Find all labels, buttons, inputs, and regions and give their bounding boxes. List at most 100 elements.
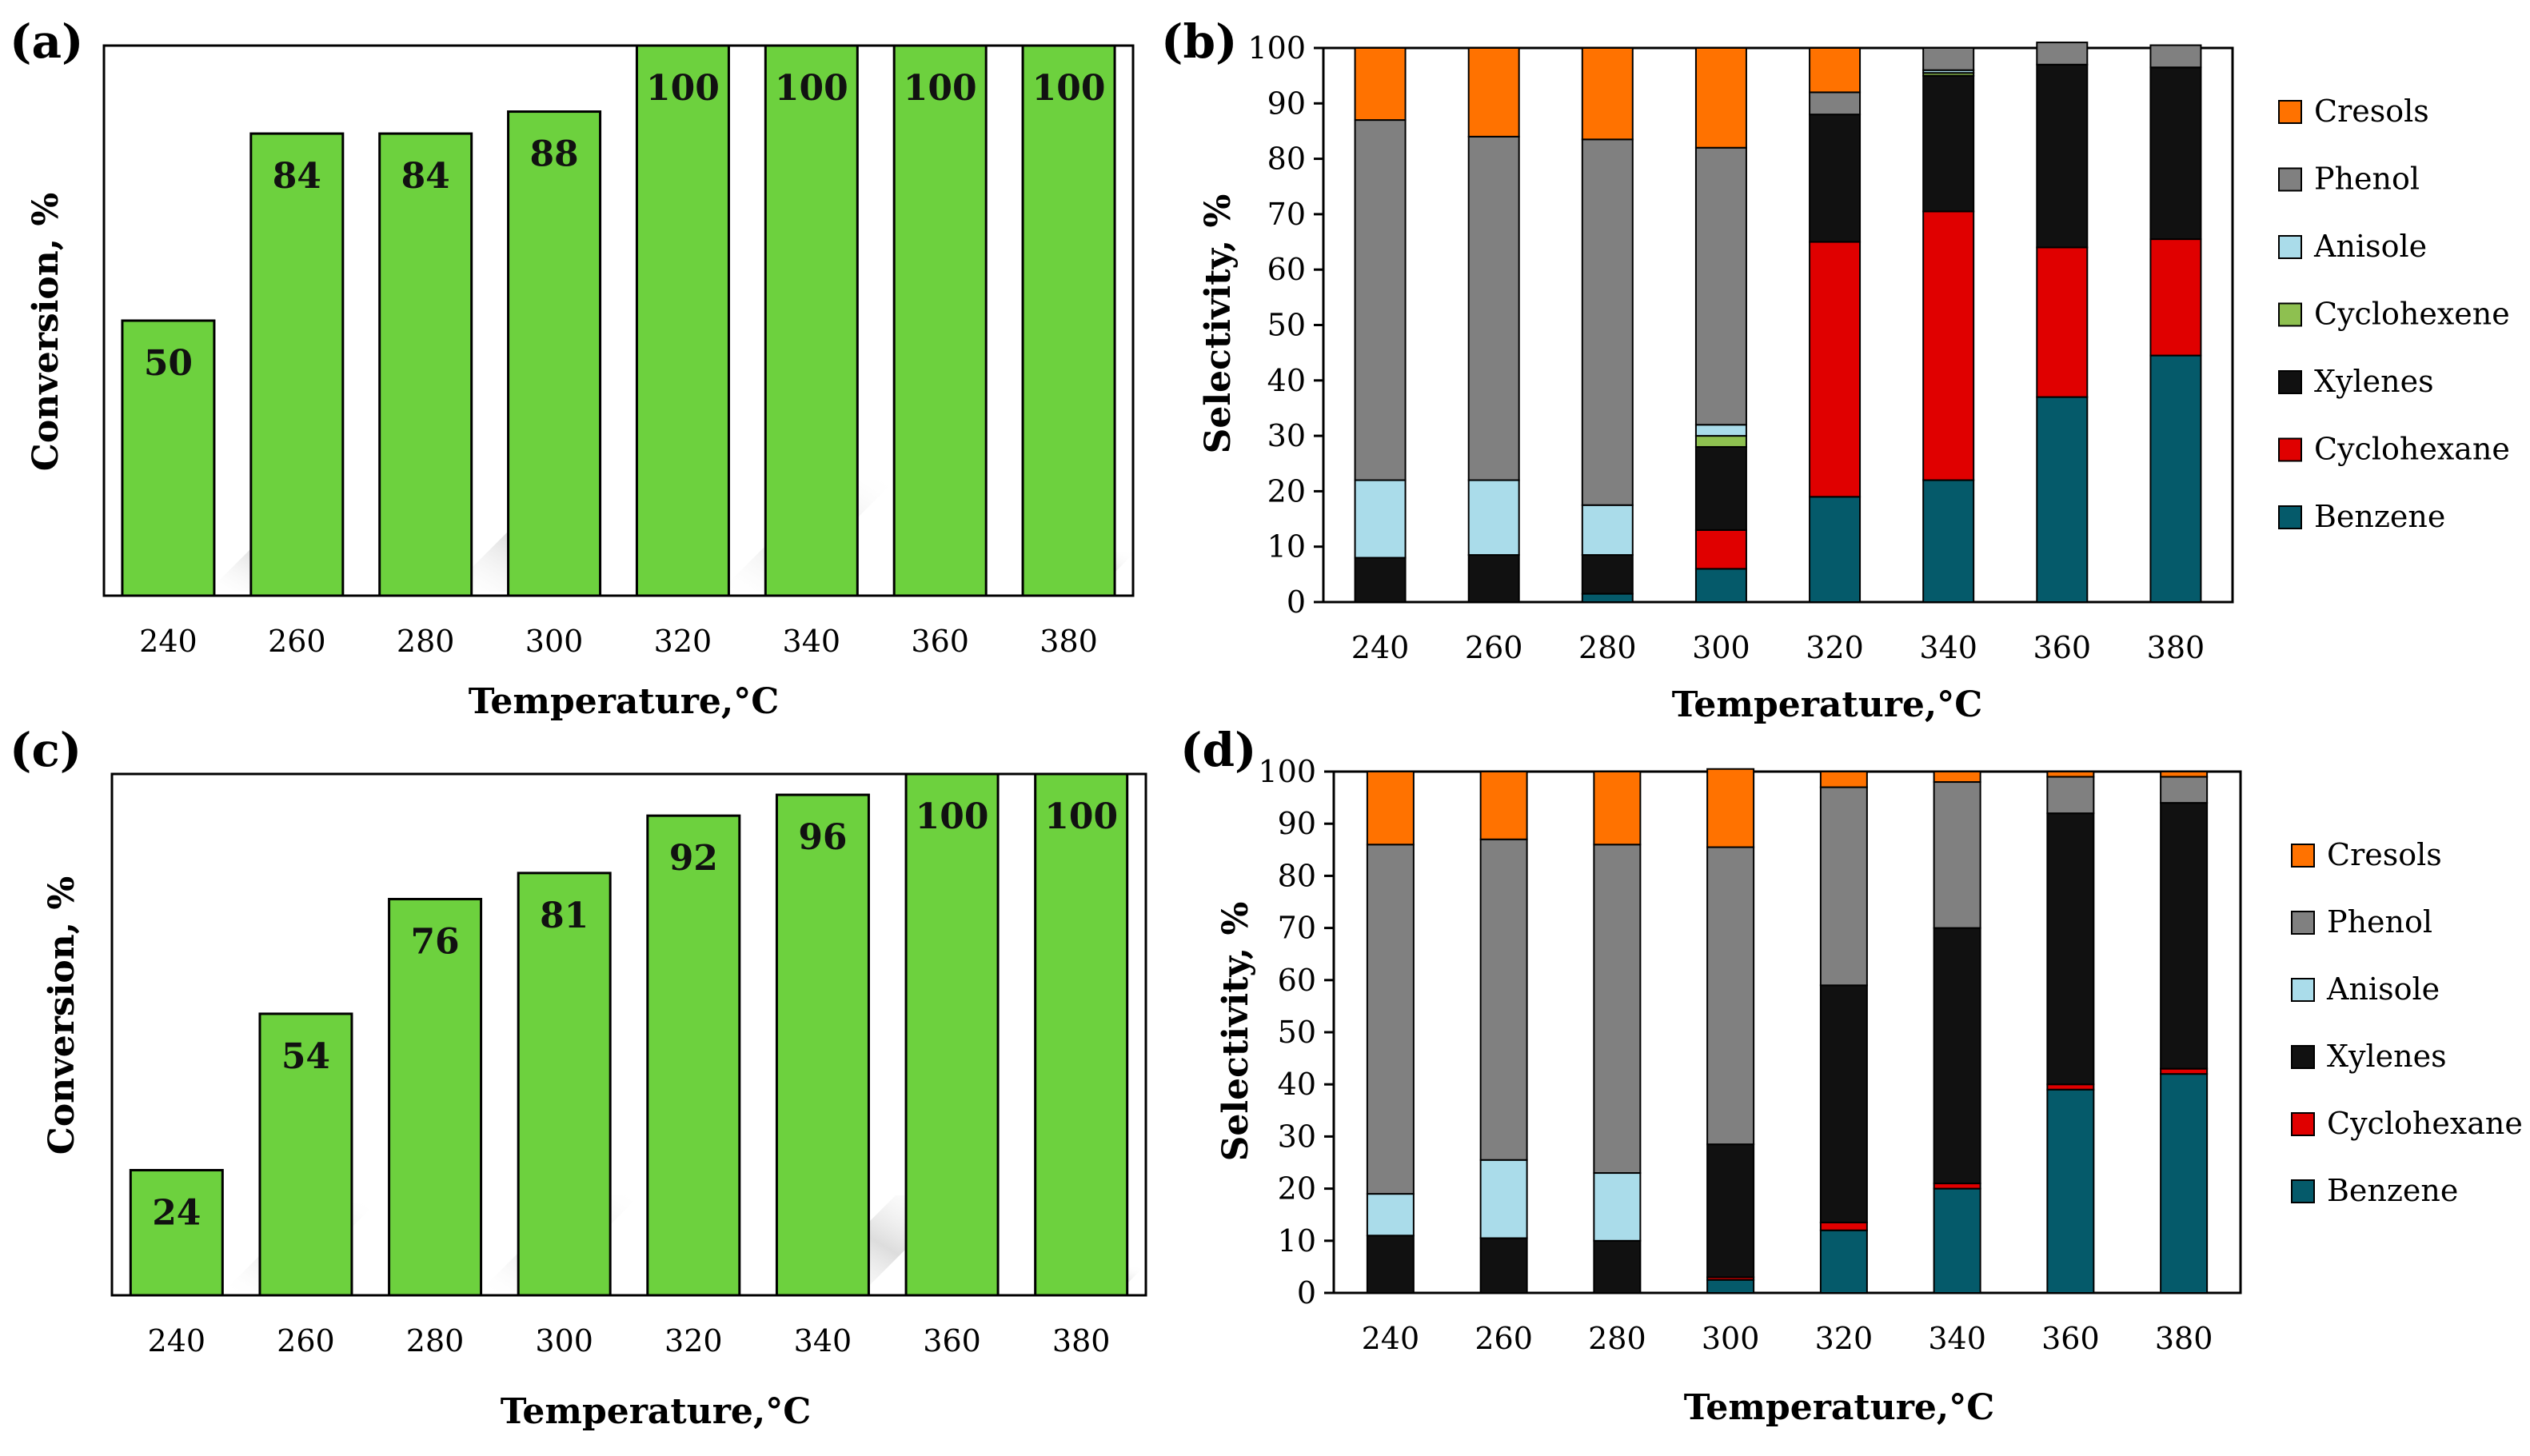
panel-d-bars <box>1366 768 2209 1294</box>
panel-c-data-labels: 24 54 76 81 92 96 100 100 <box>152 796 1118 1234</box>
x-tick-360: 360 <box>2033 630 2092 665</box>
bar-320 <box>635 44 730 597</box>
legend-label-cresols: Cresols <box>2327 837 2442 872</box>
bar-380 <box>1034 772 1129 1297</box>
legend-swatch-xylenes <box>2291 1045 2315 1069</box>
bar-340 <box>764 44 859 597</box>
panel-b: (b) 0 10 20 30 40 50 60 70 80 90 100 240 260 280 300 3… <box>1161 14 2510 725</box>
legend-label-xylenes: Xylenes <box>2327 1039 2447 1074</box>
y-tick-10: 10 <box>1278 1223 1316 1259</box>
data-label-300: 81 <box>540 896 589 936</box>
bar-300-xylenes <box>1694 445 1747 531</box>
x-tick-260: 260 <box>1465 630 1523 665</box>
y-tick-20: 20 <box>1267 473 1306 509</box>
x-tick-300: 300 <box>1702 1321 1760 1356</box>
bar-360-xylenes <box>2036 63 2089 249</box>
bar-300 <box>517 872 612 1297</box>
panel-a: (a) 50 84 84 88 100 100 100 100 240 260 280 300 320… <box>10 14 1135 722</box>
panel-b-y-title: Selectivity, % <box>1198 194 1239 454</box>
panel-d-x-ticks: 240 260 280 300 320 340 360 380 <box>1362 1321 2213 1356</box>
bar-300-xylenes <box>1706 1143 1755 1278</box>
y-tick-10: 10 <box>1267 529 1306 564</box>
data-label-240: 24 <box>152 1193 201 1234</box>
legend-swatch-benzene <box>2291 1179 2315 1203</box>
bar-320-cresols <box>1819 771 1868 788</box>
panel-a-x-title: Temperature,°C <box>469 681 780 722</box>
data-label-240: 50 <box>144 343 193 384</box>
x-tick-380: 380 <box>1040 624 1098 659</box>
data-label-380: 100 <box>1044 796 1118 837</box>
x-tick-300: 300 <box>535 1323 593 1358</box>
bar-260-cresols <box>1467 47 1520 138</box>
bar-360 <box>892 44 988 597</box>
legend-swatch-phenol <box>2291 911 2315 935</box>
bar-320-benzene <box>1819 1229 1868 1294</box>
bar-280-cresols <box>1581 47 1634 141</box>
panel-d-plot-frame <box>1332 770 2242 1294</box>
legend-label-phenol: Phenol <box>2327 904 2432 939</box>
bar-320-xylenes <box>1809 114 1862 243</box>
bar-260-anisole <box>1479 1159 1528 1239</box>
y-tick-100: 100 <box>1258 754 1316 789</box>
data-label-340: 96 <box>798 817 847 858</box>
panel-c-x-ticks: 240 260 280 300 320 340 360 380 <box>148 1323 1111 1358</box>
x-tick-260: 260 <box>1475 1321 1533 1356</box>
bar-280 <box>388 897 483 1297</box>
panel-a-bars <box>121 44 1116 597</box>
x-tick-300: 300 <box>1692 630 1750 665</box>
x-tick-280: 280 <box>397 624 455 659</box>
bar-240-xylenes <box>1366 1235 1415 1294</box>
bar-320-phenol <box>1809 91 1862 116</box>
bar-280-anisole <box>1593 1172 1642 1242</box>
x-tick-340: 340 <box>1919 630 1977 665</box>
panel-a-plot-frame <box>102 44 1135 597</box>
bar-300-anisole <box>1694 424 1747 437</box>
bar-260-phenol <box>1467 135 1520 481</box>
bar-300-benzene <box>1694 568 1747 603</box>
legend-swatch-xylenes <box>2278 370 2302 394</box>
x-tick-240: 240 <box>1351 630 1410 665</box>
bar-320-xylenes <box>1819 984 1868 1223</box>
x-tick-280: 280 <box>1578 630 1637 665</box>
x-tick-360: 360 <box>923 1323 981 1358</box>
data-label-320: 92 <box>669 838 718 879</box>
bar-340-benzene <box>1922 479 1975 603</box>
x-tick-360: 360 <box>2041 1321 2100 1356</box>
bar-380-cresols <box>2160 771 2209 778</box>
y-tick-90: 90 <box>1267 86 1306 121</box>
bar-280-phenol <box>1581 138 1634 506</box>
bar-340-xylenes <box>1933 927 1981 1185</box>
bar-240-cresols <box>1366 771 1415 846</box>
bar-340-phenol <box>1922 47 1975 71</box>
legend-label-benzene: Benzene <box>2327 1173 2458 1208</box>
data-label-320: 100 <box>646 68 720 109</box>
legend-label-phenol: Phenol <box>2314 162 2420 197</box>
x-tick-300: 300 <box>525 624 584 659</box>
legend-swatch-cyclohexane <box>2291 1112 2315 1136</box>
x-tick-260: 260 <box>277 1323 335 1358</box>
bar-240-phenol <box>1366 844 1415 1195</box>
x-tick-240: 240 <box>148 1323 206 1358</box>
legend-swatch-anisole <box>2291 978 2315 1002</box>
data-label-260: 54 <box>281 1036 330 1077</box>
panel-c-label: (c) <box>10 723 82 777</box>
bar-360-benzene <box>2036 396 2089 603</box>
x-tick-320: 320 <box>664 1323 723 1358</box>
panel-c-bars <box>129 772 1129 1297</box>
bar-280-phenol <box>1593 844 1642 1175</box>
panel-b-label: (b) <box>1161 14 1237 69</box>
bar-320-cyclohexane <box>1819 1221 1868 1231</box>
bar-300-phenol <box>1706 846 1755 1146</box>
bar-320 <box>646 814 741 1297</box>
bar-240-cresols <box>1354 47 1407 122</box>
panel-b-y-ticks: 0 10 20 30 40 50 60 70 80 90 100 <box>1247 30 1323 620</box>
panel-c-x-title: Temperature,°C <box>501 1391 812 1432</box>
x-tick-340: 340 <box>783 624 841 659</box>
panel-c: (c) 24 54 76 81 92 96 100 100 240 260 280 300 320 34… <box>10 723 1147 1432</box>
bar-280-xylenes <box>1593 1239 1642 1294</box>
bar-240-anisole <box>1366 1193 1415 1237</box>
panel-b-plot-frame <box>1322 46 2234 604</box>
bar-380-xylenes <box>2160 802 2209 1070</box>
y-tick-30: 30 <box>1278 1119 1316 1154</box>
